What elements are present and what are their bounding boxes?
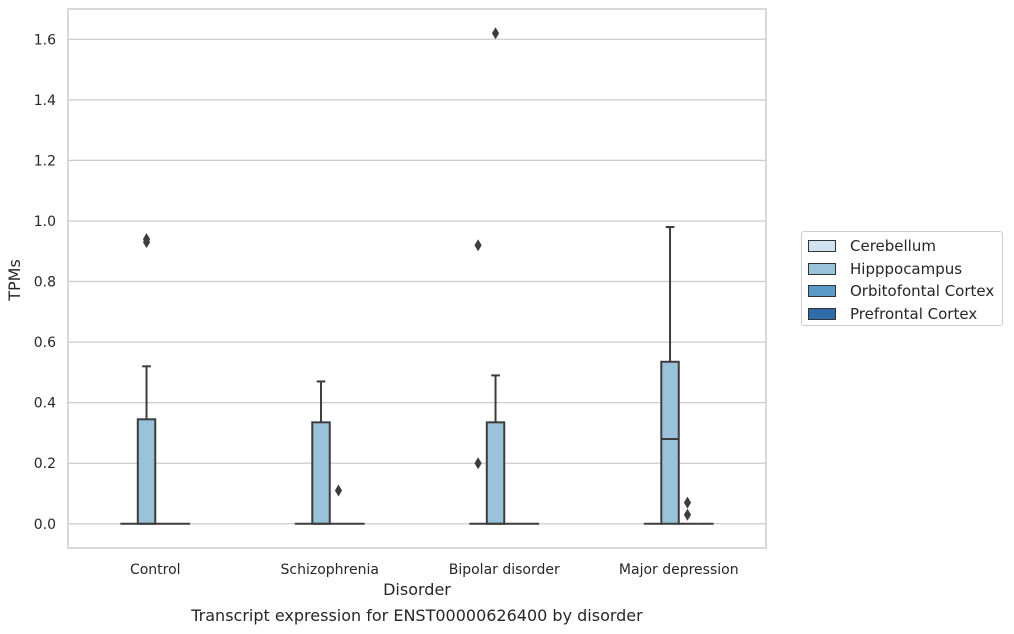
legend-label: Hipppocampus <box>850 259 963 278</box>
x-axis-label: Disorder <box>383 580 451 599</box>
y-tick-label: 0.4 <box>34 396 56 412</box>
legend-label: Prefrontal Cortex <box>850 304 978 323</box>
y-tick-label: 0.8 <box>34 275 56 291</box>
legend-item: Prefrontal Cortex <box>808 304 977 324</box>
legend-swatch <box>808 307 836 320</box>
legend-label: Orbitofontal Cortex <box>850 282 995 300</box>
y-axis-label: TPMs <box>5 259 24 302</box>
chart-caption: Transcript expression for ENST0000062640… <box>191 606 643 625</box>
legend: Cerebellum Hipppocampus Orbitofontal Corte… <box>801 231 1003 326</box>
legend-swatch <box>808 285 836 297</box>
legend-swatch <box>808 240 836 252</box>
outlier-point <box>474 239 482 252</box>
legend-swatch <box>808 262 836 275</box>
outlier-point <box>142 233 151 246</box>
box-hipppocampus <box>311 380 331 525</box>
x-tick-label: Control <box>130 562 181 578</box>
outlier-point <box>683 496 692 509</box>
legend-label: Cerebellum <box>850 237 936 255</box>
plot-area <box>67 8 767 549</box>
y-tick-label: 1.4 <box>34 93 56 109</box>
box-series <box>120 27 714 525</box>
outlier-point <box>683 508 692 521</box>
y-tick-label: 0.2 <box>34 456 56 472</box>
y-tick-label: 1.0 <box>34 214 56 230</box>
box-hipppocampus <box>136 365 157 525</box>
box-hipppocampus <box>660 226 680 525</box>
y-tick-label: 0.6 <box>34 335 56 351</box>
grid-lines <box>68 38 766 525</box>
box-hipppocampus <box>485 374 506 525</box>
outlier-point <box>334 484 343 497</box>
y-tick-label: 1.6 <box>34 32 56 48</box>
x-tick-label: Bipolar disorder <box>449 562 560 578</box>
outlier-point <box>491 27 500 40</box>
y-tick-label: 1.2 <box>34 153 56 169</box>
legend-item: Cerebellum <box>808 236 936 256</box>
legend-item: Hipppocampus <box>808 259 962 279</box>
legend-item: Orbitofontal Cortex <box>808 281 994 301</box>
x-tick-label: Schizophrenia <box>281 562 379 578</box>
x-tick-label: Major depression <box>619 562 739 578</box>
y-axis-ticks: 0.0 0.2 0.4 0.6 0.8 1.0 1.2 1.4 1.6 <box>34 32 56 532</box>
y-tick-label: 0.0 <box>34 517 56 533</box>
outlier-point <box>474 457 482 470</box>
x-axis-ticks: Control Schizophrenia Bipolar disorder Majo… <box>130 562 739 578</box>
